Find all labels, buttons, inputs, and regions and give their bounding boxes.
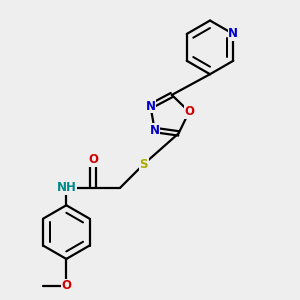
Text: N: N: [146, 100, 155, 113]
Text: S: S: [140, 158, 148, 171]
Text: NH: NH: [56, 182, 76, 194]
Text: N: N: [228, 27, 238, 40]
Text: O: O: [184, 105, 194, 118]
Text: N: N: [150, 124, 160, 136]
Text: O: O: [61, 279, 71, 292]
Text: O: O: [88, 153, 98, 166]
